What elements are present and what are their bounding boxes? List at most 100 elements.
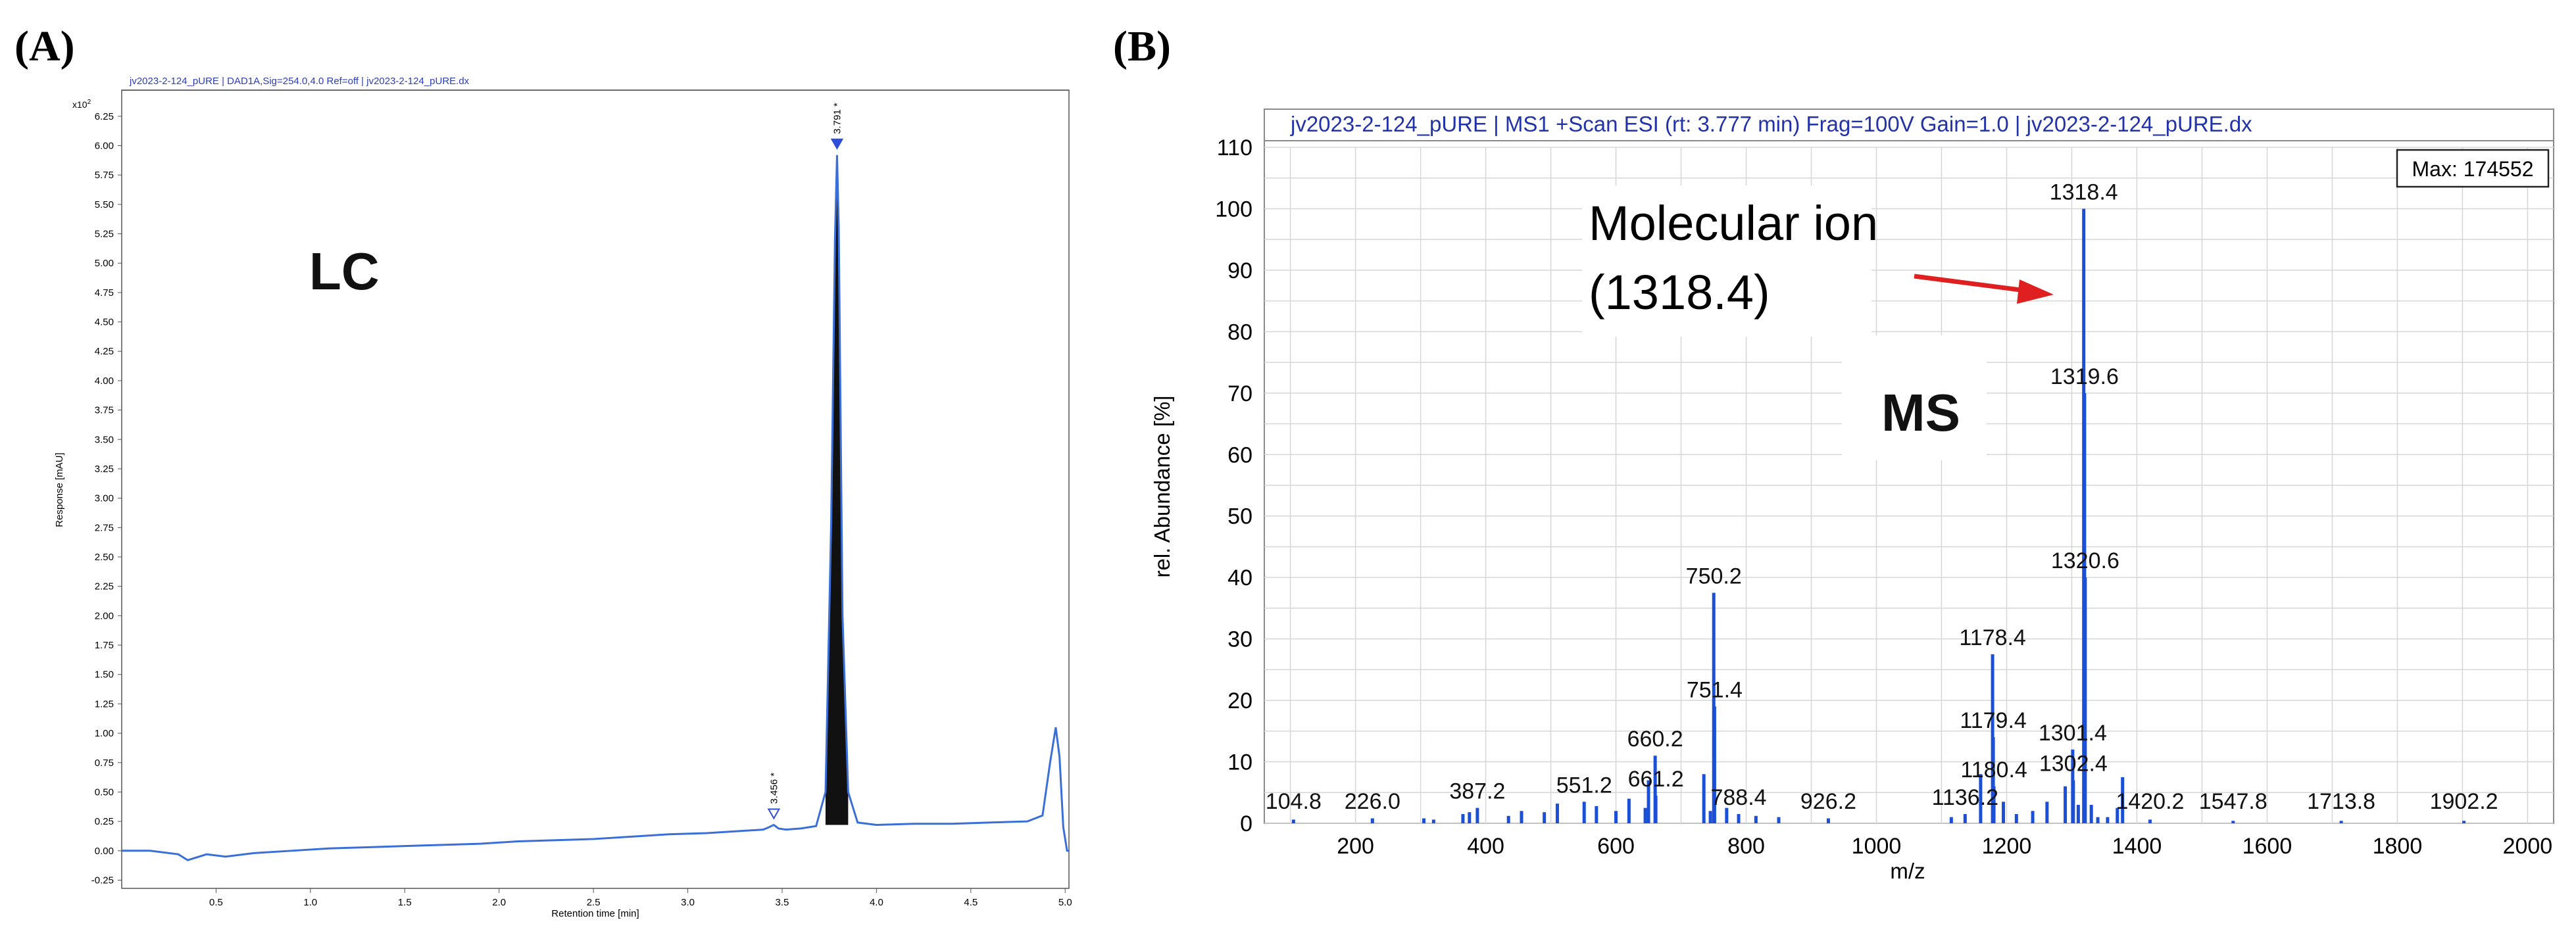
lc-ytick-label: 4.00	[95, 375, 114, 387]
lc-xtick-label: 1.5	[398, 897, 412, 908]
ms-peak-label: 751.4	[1687, 677, 1743, 702]
panel-letter-a: (A)	[14, 22, 75, 70]
lc-plot-frame	[121, 89, 1070, 889]
ms-peak-label: 1902.2	[2430, 789, 2498, 814]
lc-main-peak-fill	[825, 155, 849, 825]
lc-ytick-label: 2.75	[95, 522, 114, 533]
lc-chart: jv2023-2-124_pURE | DAD1A,Sig=254.0,4.0 …	[54, 76, 1072, 919]
lc-y-multiplier-exponent: 2	[87, 99, 91, 106]
ms-peak-label: 1547.8	[2199, 789, 2267, 814]
ms-peak-label: 1319.6	[2050, 364, 2119, 389]
lc-xlabel: Retention time [min]	[551, 908, 639, 919]
lc-ytick-label: 6.00	[95, 140, 114, 151]
ms-ytick-label: 0	[1240, 811, 1252, 836]
ms-ytick-label: 40	[1227, 566, 1252, 590]
lc-ytick-label: 3.25	[95, 464, 114, 475]
lc-traces	[122, 155, 1069, 861]
lc-y-multiplier-base: x10	[72, 99, 87, 110]
ms-ytick-label: 50	[1227, 504, 1252, 529]
lc-ytick-label: 5.00	[95, 258, 114, 269]
lc-ytick-label: 2.50	[95, 552, 114, 563]
lc-xtick-label: 3.5	[776, 897, 789, 908]
ms-callout-arrow	[1914, 274, 2027, 293]
lc-ytick-label: 2.00	[95, 610, 114, 621]
lc-y-multiplier: x102	[72, 99, 91, 110]
lc-peak-markers: 3.456 * 3.791 *	[767, 103, 844, 820]
ms-max-label: Max: 174552	[2412, 157, 2533, 181]
lc-xtick-label: 4.0	[870, 897, 883, 908]
lc-xtick-label: 1.0	[303, 897, 317, 908]
ms-peak-label: 226.0	[1345, 789, 1400, 814]
panel-letter-b: (B)	[1113, 22, 1171, 70]
ms-grid	[1264, 147, 2554, 824]
ms-peak-label: 1301.4	[2039, 721, 2107, 746]
ms-peak-label: 1320.6	[2051, 548, 2119, 573]
ms-ytick-label: 30	[1227, 627, 1252, 652]
lc-ytick-label: 5.25	[95, 229, 114, 240]
lc-ytick-label: 3.75	[95, 405, 114, 416]
lc-ytick-label: 6.25	[95, 111, 114, 122]
ms-ytick-label: 110	[1217, 135, 1252, 160]
lc-y-ticks: -0.25 0.00 0.25 0.50 0.75 1.00 1.25 1.50 1.75 2.0…	[91, 111, 122, 886]
ms-xtick-label: 1200	[1982, 834, 2032, 859]
ms-peak-label: 926.2	[1800, 789, 1856, 814]
ms-xtick-label: 800	[1727, 834, 1765, 859]
ms-peak-label: 661.2	[1628, 767, 1684, 792]
ms-ytick-label: 60	[1227, 443, 1252, 468]
ms-peak-label: 1178.4	[1959, 625, 2025, 650]
lc-ytick-label: 1.50	[95, 669, 114, 681]
lc-xtick-label: 2.0	[492, 897, 506, 908]
lc-ytick-label: 4.25	[95, 346, 114, 357]
ms-annotation-backdrop	[1842, 335, 1987, 460]
ms-ytick-label: 10	[1227, 750, 1252, 775]
ms-ytick-label: 90	[1227, 258, 1252, 283]
ms-xtick-label: 1400	[2112, 834, 2162, 859]
lc-peak-label: 3.791 *	[831, 103, 843, 134]
ms-peak-label: 104.8	[1266, 789, 1322, 814]
ms-peak-label: 1318.4	[2050, 180, 2118, 205]
ms-peaks	[1291, 208, 2466, 823]
lc-title-underline	[122, 90, 1069, 91]
lc-xtick-label: 5.0	[1058, 897, 1072, 908]
ms-annotation: MS	[1881, 383, 1960, 442]
lc-xtick-label: 4.5	[964, 897, 978, 908]
ms-xtick-label: 600	[1597, 834, 1635, 859]
ms-peak-label: 551.2	[1556, 773, 1612, 798]
lc-ytick-label: 0.75	[95, 758, 114, 769]
ms-peak-label: 1179.4	[1960, 708, 2026, 733]
ms-ytick-label: 70	[1227, 381, 1252, 406]
ms-peak-label: 1180.4	[1960, 758, 2027, 782]
ms-chart: jv2023-2-124_pURE | MS1 +Scan ESI (rt: 3…	[1150, 108, 2554, 883]
lc-peak-label: 3.456 *	[768, 773, 780, 804]
ms-xtick-label: 2000	[2503, 834, 2553, 859]
ms-xlabel: m/z	[1890, 859, 1925, 883]
lc-ytick-label: 4.50	[95, 317, 114, 328]
ms-callout-backdrop	[1582, 185, 1871, 337]
lc-ytick-label: 0.50	[95, 786, 114, 798]
lc-ytick-label: 0.25	[95, 816, 114, 827]
ms-peak-label: 660.2	[1627, 727, 1683, 752]
ms-ytick-label: 100	[1215, 197, 1252, 222]
ms-xtick-label: 1600	[2242, 834, 2292, 859]
lc-xtick-label: 0.5	[209, 897, 223, 908]
lc-x-ticks: 0.5 1.0 1.5 2.0 2.5 3.0 3.5 4.0 4.5 5.0	[209, 888, 1072, 908]
ms-max-box	[2396, 149, 2550, 188]
lc-ytick-label: 2.25	[95, 581, 114, 592]
ms-xtick-label: 1000	[1852, 834, 1902, 859]
lc-ytick-label: 1.75	[95, 640, 114, 651]
ms-callout-line1: Molecular ion	[1589, 196, 1878, 251]
ms-plot-frame	[1264, 108, 2554, 824]
ms-xtick-label: 1800	[2373, 834, 2423, 859]
ms-peak-label: 750.2	[1686, 564, 1742, 589]
lc-trace-line	[122, 155, 1069, 861]
ms-y-ticks: 0 10 20 30 40 50 60 70 80 90 100 110	[1215, 135, 1252, 836]
lc-annotation: LC	[309, 242, 380, 301]
ms-peak-label: 1713.8	[2307, 789, 2375, 814]
lc-peak-marker	[767, 808, 781, 820]
lc-ytick-label: 5.75	[95, 170, 114, 181]
ms-callout-arrowhead	[2017, 279, 2054, 304]
lc-xtick-label: 2.5	[587, 897, 601, 908]
lc-title: jv2023-2-124_pURE | DAD1A,Sig=254.0,4.0 …	[129, 76, 470, 87]
ms-callout-line2: (1318.4)	[1589, 265, 1770, 320]
